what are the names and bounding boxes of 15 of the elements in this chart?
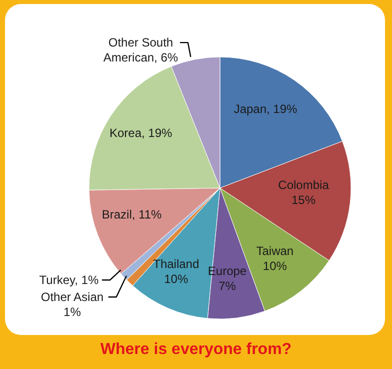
slice-label: Taiwan — [256, 244, 294, 258]
data-label: 15% — [292, 192, 316, 207]
data-label: 10% — [164, 272, 188, 286]
slice-label: Other South American, 6% — [103, 36, 178, 65]
slice-label: Turkey, 1% — [39, 273, 99, 288]
slice-label: Japan, 19% — [234, 102, 298, 116]
data-label: 7% — [218, 279, 236, 294]
slice-label: Thailand — [153, 256, 200, 271]
slice-label: Korea, 19% — [109, 126, 173, 140]
text: Where is everyone from? — [99, 341, 293, 359]
data-label: 10% — [262, 259, 288, 274]
slice-label: Brazil, 11% — [102, 207, 162, 222]
slice-label: Other Asian — [40, 290, 104, 304]
slice-label: Colombia — [278, 178, 330, 192]
data-label: 1% — [64, 305, 82, 320]
